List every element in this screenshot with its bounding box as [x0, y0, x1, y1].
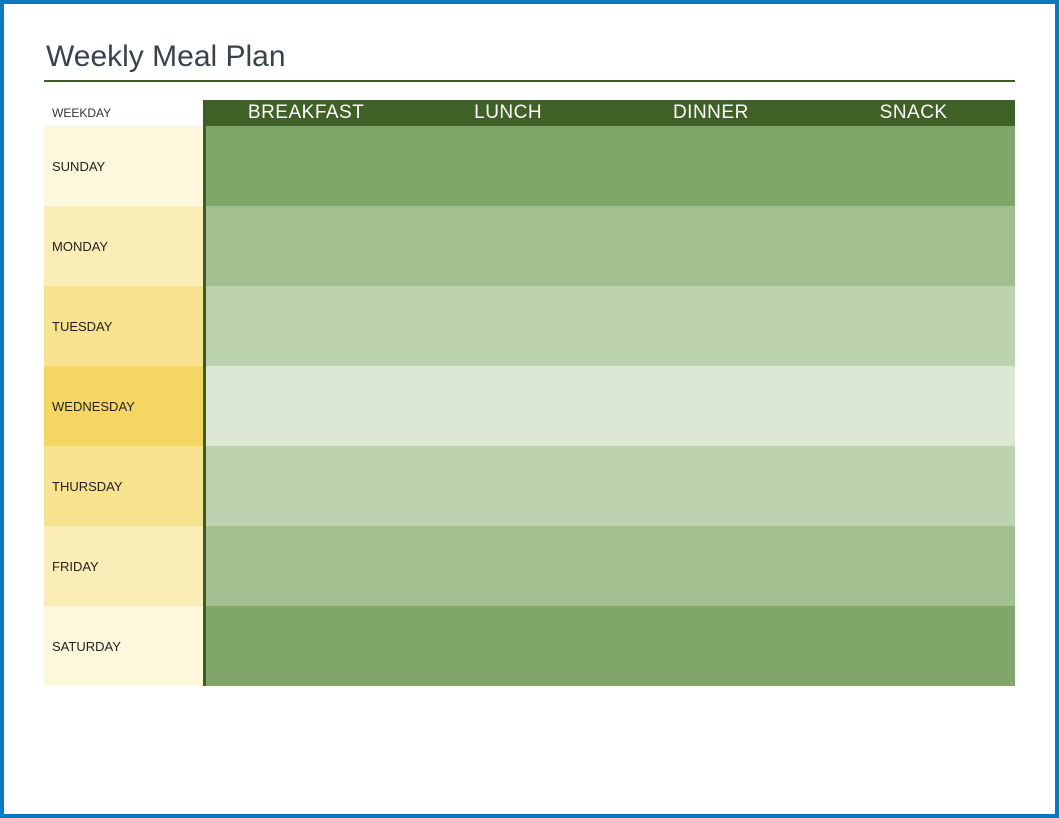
day-label: WEDNESDAY — [44, 366, 204, 446]
table-body: SUNDAY MONDAY TUESDAY WEDN — [44, 126, 1015, 686]
day-label: MONDAY — [44, 206, 204, 286]
meal-cell[interactable] — [407, 206, 610, 286]
day-label: SUNDAY — [44, 126, 204, 206]
meal-cell[interactable] — [204, 206, 407, 286]
meal-cell[interactable] — [812, 606, 1015, 686]
header-weekday: WEEKDAY — [44, 100, 204, 126]
table-row: TUESDAY — [44, 286, 1015, 366]
meal-cell[interactable] — [204, 366, 407, 446]
meal-cell[interactable] — [204, 606, 407, 686]
meal-cell[interactable] — [812, 286, 1015, 366]
meal-cell[interactable] — [610, 606, 813, 686]
meal-cell[interactable] — [610, 526, 813, 606]
meal-cell[interactable] — [204, 286, 407, 366]
page-title: Weekly Meal Plan — [44, 40, 1015, 80]
table-row: MONDAY — [44, 206, 1015, 286]
meal-cell[interactable] — [610, 366, 813, 446]
day-label: FRIDAY — [44, 526, 204, 606]
meal-cell[interactable] — [610, 206, 813, 286]
meal-cell[interactable] — [812, 206, 1015, 286]
table-row: SUNDAY — [44, 126, 1015, 206]
meal-plan-table: WEEKDAY BREAKFAST LUNCH DINNER SNACK SUN… — [44, 100, 1015, 686]
day-label: THURSDAY — [44, 446, 204, 526]
header-meal-snack: SNACK — [812, 100, 1015, 126]
document-frame: Weekly Meal Plan WEEKDAY BREAKFAST LUNCH… — [0, 0, 1059, 818]
meal-cell[interactable] — [812, 366, 1015, 446]
meal-cell[interactable] — [407, 366, 610, 446]
meal-cell[interactable] — [204, 126, 407, 206]
meal-cell[interactable] — [812, 446, 1015, 526]
meal-cell[interactable] — [407, 526, 610, 606]
meal-cell[interactable] — [407, 126, 610, 206]
title-underline — [44, 80, 1015, 82]
table-row: SATURDAY — [44, 606, 1015, 686]
table-row: THURSDAY — [44, 446, 1015, 526]
meal-cell[interactable] — [204, 526, 407, 606]
meal-cell[interactable] — [407, 286, 610, 366]
meal-cell[interactable] — [407, 446, 610, 526]
meal-cell[interactable] — [610, 446, 813, 526]
header-meal-dinner: DINNER — [610, 100, 813, 126]
meal-cell[interactable] — [812, 126, 1015, 206]
day-label: SATURDAY — [44, 606, 204, 686]
header-meal-lunch: LUNCH — [407, 100, 610, 126]
table-row: FRIDAY — [44, 526, 1015, 606]
table-row: WEDNESDAY — [44, 366, 1015, 446]
meal-cell[interactable] — [610, 286, 813, 366]
meal-cell[interactable] — [407, 606, 610, 686]
meal-cell[interactable] — [812, 526, 1015, 606]
meal-cell[interactable] — [610, 126, 813, 206]
day-label: TUESDAY — [44, 286, 204, 366]
meal-cell[interactable] — [204, 446, 407, 526]
table-header-row: WEEKDAY BREAKFAST LUNCH DINNER SNACK — [44, 100, 1015, 126]
header-meal-breakfast: BREAKFAST — [204, 100, 407, 126]
